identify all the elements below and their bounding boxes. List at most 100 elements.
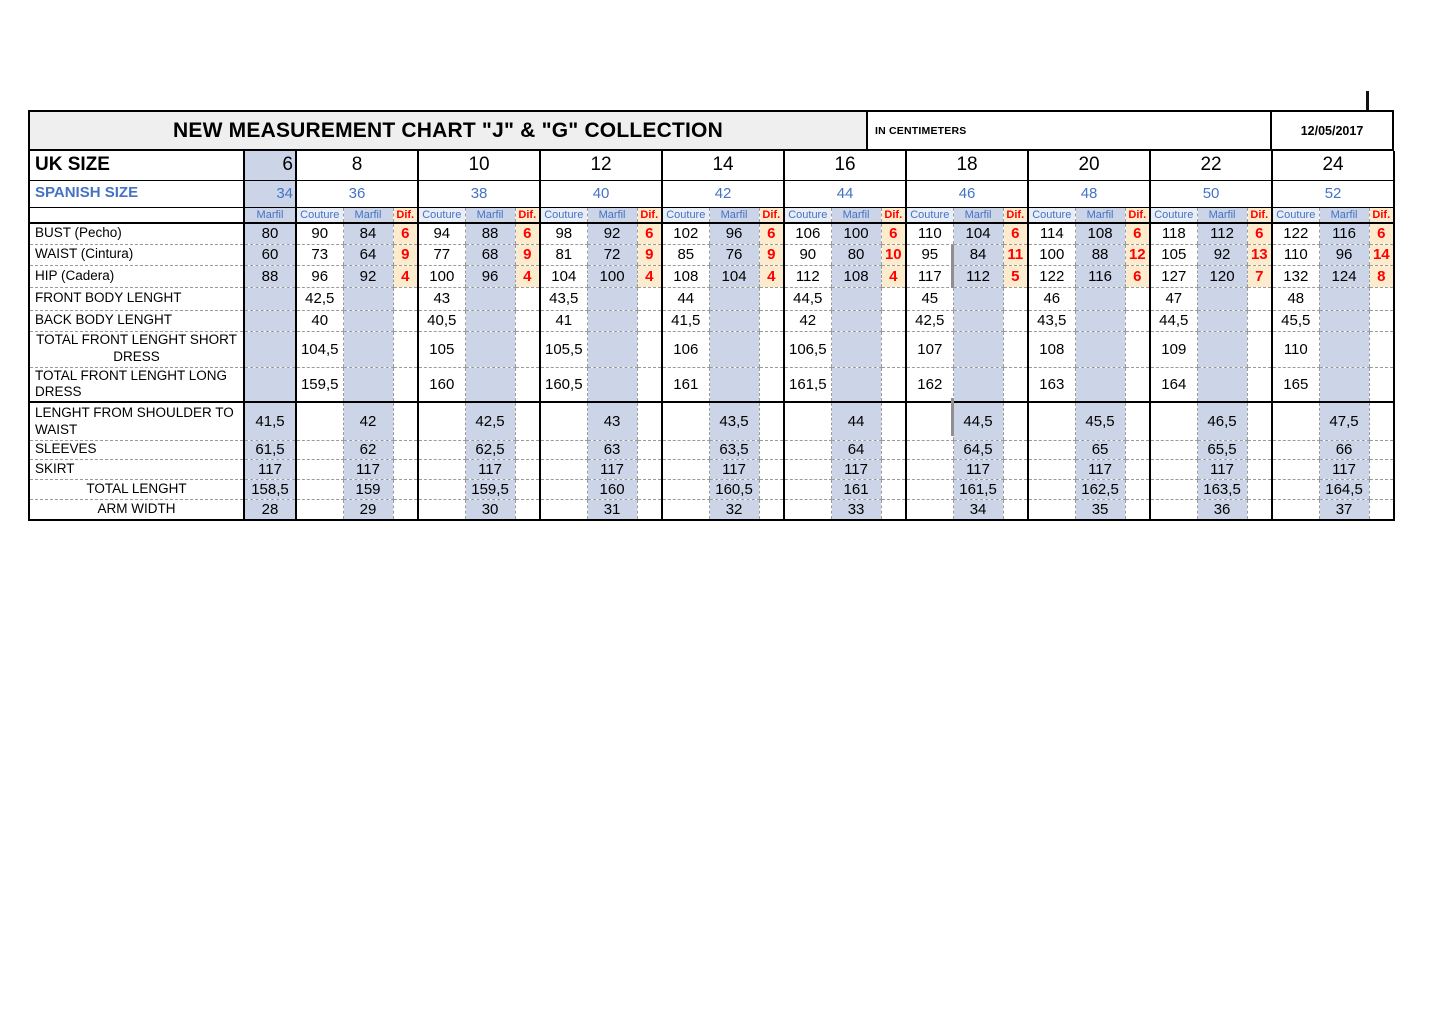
value-cell-marfil — [830, 310, 882, 332]
value-cell-marfil: 160 — [586, 479, 638, 500]
value-cell-marfil — [952, 331, 1004, 368]
value-cell-marfil: 100 — [830, 223, 882, 245]
col-header-marfil: Marfil — [708, 207, 760, 224]
value-cell-marfil — [1318, 331, 1370, 368]
col-header-dif: Dif. — [1368, 207, 1396, 224]
table-row: BUST (Pecho) 80 90 84 6 94 88 6 98 92 6 102 96 6 106 10… — [29, 223, 1396, 245]
spanish-size-cell: 38 — [418, 180, 542, 208]
dif-cell: 14 — [1368, 244, 1396, 266]
value-cell-marfil — [464, 287, 516, 311]
value-cell-couture — [1150, 440, 1198, 460]
dif-cell: 13 — [1246, 244, 1274, 266]
value-cell-couture: 127 — [1150, 265, 1198, 288]
value-cell-marfil — [464, 331, 516, 368]
value-cell-marfil: 96 — [708, 223, 760, 245]
dif-cell — [392, 499, 420, 521]
dif-cell — [880, 310, 908, 332]
dif-cell — [758, 402, 786, 441]
value-cell-couture: 90 — [784, 244, 832, 266]
dif-cell — [1124, 367, 1152, 404]
dif-cell — [1246, 331, 1274, 368]
col-header-dif: Dif. — [1124, 207, 1152, 224]
value-cell-marfil: 68 — [464, 244, 516, 266]
value-cell-couture: 162 — [906, 367, 954, 404]
value-cell-marfil: 64 — [830, 440, 882, 460]
dif-cell — [1368, 331, 1396, 368]
dif-cell — [1124, 459, 1152, 480]
value-cell-marfil: 117 — [1074, 459, 1126, 480]
row-label: TOTAL FRONT LENGHT SHORT DRESS — [29, 331, 245, 368]
value-cell-marfil: 161 — [830, 479, 882, 500]
value-cell-couture: 160,5 — [540, 367, 588, 404]
value-cell-marfil: 80 — [830, 244, 882, 266]
value-cell-couture — [784, 479, 832, 500]
value-cell-marfil: 117 — [1196, 459, 1248, 480]
dif-cell — [758, 499, 786, 521]
value-cell-marfil: 117 — [464, 459, 516, 480]
value-cell-couture: 110 — [906, 223, 954, 245]
col-header-marfil: Marfil — [244, 207, 297, 224]
col-header-marfil: Marfil — [464, 207, 516, 224]
spanish-size-row: SPANISH SIZE 34 36 38 40 42 44 46 48 50 52 — [29, 180, 1396, 208]
value-cell-couture — [296, 440, 343, 460]
value-cell-couture: 46 — [1028, 287, 1076, 311]
dif-cell — [514, 367, 542, 404]
value-cell-marfil — [342, 331, 393, 368]
value-cell-marfil — [1074, 287, 1126, 311]
value-cell-couture: 132 — [1272, 265, 1320, 288]
row-label: SKIRT — [29, 459, 245, 480]
dif-cell — [1002, 402, 1030, 441]
value-cell-marfil: 112 — [1196, 223, 1248, 245]
value-cell-couture: 48 — [1272, 287, 1320, 311]
dif-cell — [758, 440, 786, 460]
row-label: TOTAL FRONT LENGHT LONG DRESS — [29, 367, 245, 404]
dif-cell — [1002, 287, 1030, 311]
col-header-dif: Dif. — [514, 207, 542, 224]
dif-cell: 6 — [1002, 223, 1030, 245]
value-cell-couture — [1028, 402, 1076, 441]
value-cell-marfil: 161,5 — [952, 479, 1004, 500]
value-cell-couture: 122 — [1272, 223, 1320, 245]
value-cell-couture — [418, 402, 466, 441]
unit-label: IN CENTIMETERS — [866, 112, 1270, 149]
spanish-size-cell: 42 — [662, 180, 786, 208]
value-cell-couture — [1150, 402, 1198, 441]
value-cell-marfil — [1318, 287, 1370, 311]
dif-cell — [514, 402, 542, 441]
value-cell-marfil — [342, 367, 393, 404]
dif-cell — [636, 440, 664, 460]
value-cell-couture — [784, 402, 832, 441]
value-cell-marfil: 64 — [342, 244, 393, 266]
dif-cell — [1124, 479, 1152, 500]
dif-cell — [514, 479, 542, 500]
dif-cell — [1002, 459, 1030, 480]
uk-size-label: UK SIZE — [29, 151, 245, 181]
dif-cell — [1246, 287, 1274, 311]
uk-size-cell: 18 — [906, 151, 1030, 181]
value-cell-marfil: 162,5 — [1074, 479, 1126, 500]
dif-cell — [1246, 402, 1274, 441]
dif-cell — [392, 287, 420, 311]
value-cell-marfil: 100 — [586, 265, 638, 288]
value-cell-marfil: 63 — [586, 440, 638, 460]
dif-cell — [1246, 459, 1274, 480]
table-row: BACK BODY LENGHT 40 40,5 41 41,5 42 42,5 43,5 44… — [29, 310, 1396, 332]
value-cell-couture: 106,5 — [784, 331, 832, 368]
dif-cell — [392, 331, 420, 368]
value-cell-marfil — [1318, 367, 1370, 404]
value-cell-marfil: 116 — [1074, 265, 1126, 288]
value-cell-marfil: 72 — [586, 244, 638, 266]
col-header-dif: Dif. — [880, 207, 908, 224]
value-cell-marfil: 117 — [708, 459, 760, 480]
value-cell-marfil: 88 — [464, 223, 516, 245]
uk-size-cell: 8 — [296, 151, 420, 181]
dif-cell — [880, 499, 908, 521]
value-cell-size6: 61,5 — [244, 440, 297, 460]
value-cell-marfil: 65,5 — [1196, 440, 1248, 460]
value-cell-couture — [1150, 479, 1198, 500]
row-label: BUST (Pecho) — [29, 223, 245, 245]
value-cell-couture — [662, 459, 710, 480]
dif-cell — [1246, 499, 1274, 521]
dif-cell — [1124, 310, 1152, 332]
measurement-chart: NEW MEASUREMENT CHART "J" & "G" COLLECTI… — [28, 110, 1396, 522]
